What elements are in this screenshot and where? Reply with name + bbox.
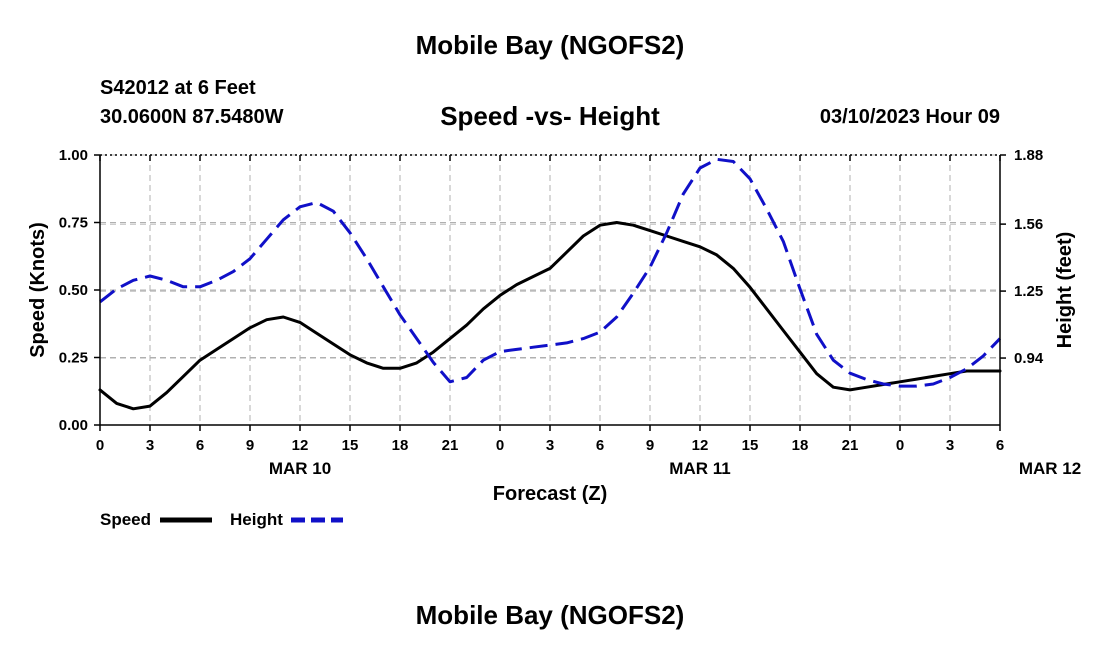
- x-tick-label: 18: [392, 437, 409, 454]
- chart-subtitle: Speed -vs- Height: [440, 101, 660, 131]
- x-tick-label: 9: [246, 437, 254, 454]
- axes: 0 3 6 9 12 15 18 21 0 3 6 9 12 15 18 21 0 3 6 MAR 10 MAR 11 M…: [59, 147, 1081, 478]
- y-tick-label-left: 0.00: [59, 417, 88, 434]
- legend: Speed Height: [100, 510, 343, 529]
- x-axis-label: Forecast (Z): [493, 483, 607, 505]
- x-day-label: MAR 10: [269, 459, 331, 478]
- x-day-label: MAR 12: [1019, 459, 1081, 478]
- y-tick-label-left: 1.00: [59, 147, 88, 164]
- x-tick-label: 0: [496, 437, 504, 454]
- x-tick-label: 15: [342, 437, 359, 454]
- x-tick-label: 18: [792, 437, 809, 454]
- y-tick-label-right: 1.25: [1014, 283, 1043, 300]
- x-tick-label: 6: [596, 437, 604, 454]
- x-tick-label: 3: [146, 437, 154, 454]
- y-tick-label-left: 0.50: [59, 282, 88, 299]
- station-coords: 30.0600N 87.5480W: [100, 106, 284, 128]
- x-tick-label: 3: [546, 437, 554, 454]
- x-tick-label: 15: [742, 437, 759, 454]
- y-axis-label-right: Height (feet): [1054, 232, 1076, 349]
- x-tick-label: 3: [946, 437, 954, 454]
- y-tick-label-right: 1.56: [1014, 216, 1043, 233]
- x-tick-label: 9: [646, 437, 654, 454]
- x-tick-label: 12: [692, 437, 709, 454]
- x-tick-label: 21: [842, 437, 859, 454]
- y-tick-label-left: 0.25: [59, 350, 88, 367]
- x-tick-label: 0: [96, 437, 104, 454]
- x-tick-label: 21: [442, 437, 459, 454]
- grid: [100, 154, 1000, 425]
- series-line-speed: [98, 221, 1002, 411]
- x-day-label: MAR 11: [669, 459, 730, 478]
- x-tick-label: 6: [196, 437, 204, 454]
- y-axis-label-left: Speed (Knots): [27, 222, 49, 358]
- y-tick-label-left: 0.75: [59, 215, 88, 232]
- x-tick-label: 12: [292, 437, 309, 454]
- y-tick-label-right: 0.94: [1014, 350, 1044, 367]
- x-tick-label: 6: [996, 437, 1004, 454]
- legend-label-speed: Speed: [100, 510, 151, 529]
- station-id: S42012 at 6 Feet: [100, 77, 256, 99]
- figure-title-bottom: Mobile Bay (NGOFS2): [415, 600, 685, 630]
- x-tick-label: 0: [896, 437, 904, 454]
- series-line-height: [99, 157, 1002, 388]
- series-lines: [98, 157, 1002, 411]
- y-tick-label-right: 1.88: [1014, 147, 1043, 164]
- timestamp: 03/10/2023 Hour 09: [819, 106, 1000, 128]
- figure-title: Mobile Bay (NGOFS2): [415, 30, 685, 60]
- axis-labels: Forecast (Z) Speed (Knots) Height (feet): [27, 222, 1076, 505]
- legend-label-height: Height: [230, 510, 283, 529]
